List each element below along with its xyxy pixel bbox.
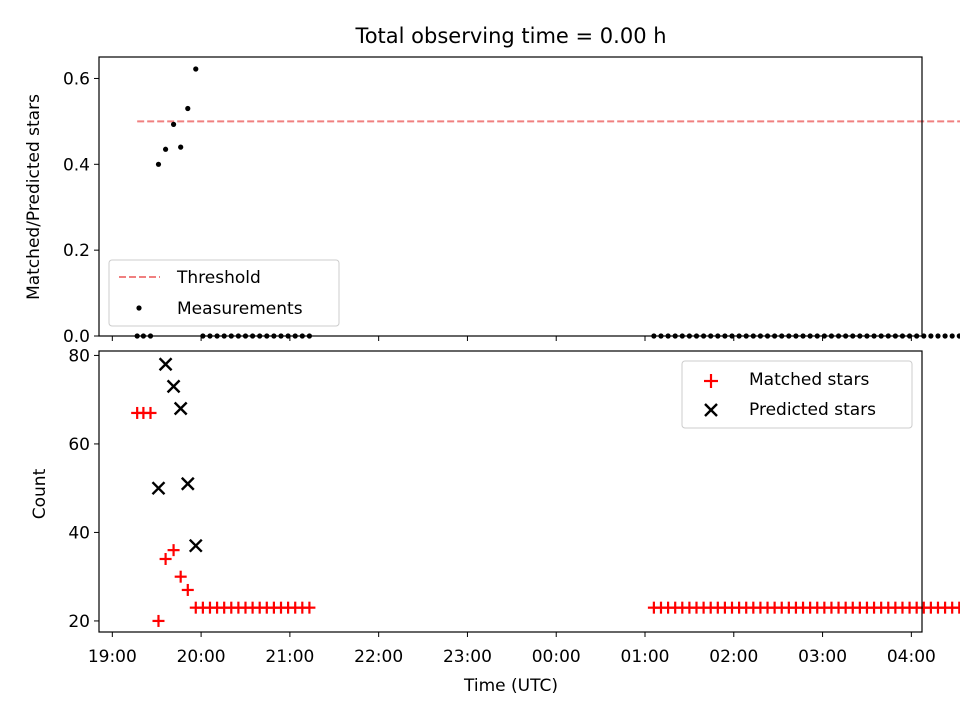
matched-star-point — [303, 601, 316, 614]
top-legend: Threshold Measurements — [108, 259, 340, 327]
bottom-axes-frame — [98, 350, 923, 633]
measurement-point — [155, 161, 162, 167]
predicted-stars-legend-label: Predicted stars — [749, 400, 876, 420]
measurement-point — [956, 333, 960, 339]
measurement-point — [949, 333, 955, 339]
predicted-star-point — [158, 357, 173, 372]
matched-star-point — [159, 552, 172, 565]
top-y-tick-label: 0.4 — [63, 155, 90, 175]
x-tick-label: 02:00 — [709, 647, 758, 667]
x-axis-label: Time (UTC) — [463, 676, 558, 696]
measurements-legend-label: Measurements — [177, 299, 303, 319]
bottom-legend: Matched stars Predicted stars — [681, 360, 913, 429]
bottom-y-tick-label: 80 — [68, 346, 90, 366]
matched-star-point — [152, 614, 165, 627]
measurement-point — [942, 333, 948, 339]
measurement-point — [185, 105, 191, 112]
top-y-tick-label: 0.0 — [63, 327, 90, 347]
bottom-y-axis-label: Count — [30, 468, 50, 519]
predicted-star-point — [151, 481, 166, 496]
predicted-star-point — [180, 476, 195, 491]
chart-title: Total observing time = 0.00 h — [354, 24, 666, 48]
x-tick-label: 20:00 — [177, 647, 226, 667]
predicted-stars-legend-handle — [704, 403, 718, 417]
measurements-legend-handle — [136, 305, 142, 311]
x-tick-label: 03:00 — [798, 647, 847, 667]
measurement-point — [928, 333, 934, 339]
x-tick-label: 00:00 — [532, 647, 581, 667]
x-tick-label: 01:00 — [621, 647, 670, 667]
top-axes-frame — [98, 56, 923, 337]
top-y-tick-label: 0.2 — [63, 241, 90, 261]
top-plot-area: 0.0 0.2 0.4 0.6 — [63, 56, 960, 347]
matched-star-point — [144, 406, 157, 419]
predicted-star-point — [173, 401, 188, 416]
threshold-legend-label: Threshold — [176, 268, 261, 288]
predicted-star-point — [166, 379, 181, 394]
x-tick-label: 19:00 — [88, 647, 137, 667]
measurement-point — [170, 121, 177, 127]
x-tick-label: 23:00 — [443, 647, 492, 667]
measurement-point — [935, 333, 941, 339]
top-y-axis-label: Matched/Predicted stars — [24, 94, 44, 300]
predicted-star-point — [188, 538, 203, 553]
top-y-tick-label: 0.6 — [63, 69, 90, 89]
x-tick-label: 04:00 — [887, 647, 936, 667]
matched-star-point — [174, 570, 187, 583]
x-tick-label: 21:00 — [265, 647, 314, 667]
bottom-y-tick-label: 60 — [68, 435, 90, 455]
measurement-point — [178, 144, 184, 150]
x-tick-label: 22:00 — [354, 647, 403, 667]
measurement-point — [193, 66, 199, 72]
matched-star-point — [953, 601, 960, 614]
bottom-y-tick-label: 20 — [68, 612, 90, 632]
matched-star-point — [181, 583, 194, 596]
bottom-y-tick-label: 40 — [68, 523, 90, 543]
measurement-point — [162, 146, 169, 152]
bottom-plot-area: 20 40 60 80 19:00 20:00 21:00 22:00 23:00 00:00 0… — [68, 346, 960, 667]
matched-stars-legend-label: Matched stars — [749, 370, 869, 390]
matched-star-point — [167, 544, 180, 557]
matched-stars-legend-handle — [704, 374, 718, 388]
